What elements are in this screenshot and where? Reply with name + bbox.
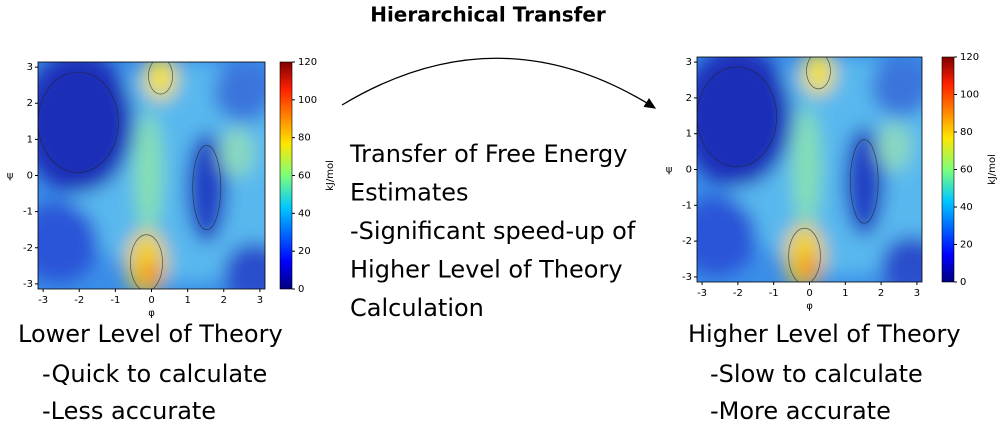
colorbar-tick-label: 100	[298, 95, 317, 106]
x-tick-label: 0	[148, 295, 154, 306]
colorbar-label: kJ/mol	[987, 154, 998, 185]
colorbar-tick-label: 120	[960, 52, 979, 63]
x-axis-label: φ	[148, 308, 155, 319]
colorbar-tick-label: 60	[298, 171, 311, 182]
x-tick-label: -3	[697, 288, 707, 299]
heatmap	[677, 47, 966, 296]
x-tick-label: 0	[806, 288, 812, 299]
x-tick-label: 1	[842, 288, 848, 299]
colorbar-tick-label: 120	[298, 57, 317, 68]
x-tick-label: 2	[221, 295, 227, 306]
colorbar-tick-label: 40	[298, 208, 311, 219]
y-tick-label: 1	[686, 129, 692, 140]
title: Hierarchical Transfer	[370, 3, 606, 27]
transfer-line: Calculation	[350, 294, 484, 322]
colorbar-tick-label: 100	[960, 90, 979, 101]
x-tick-label: -2	[74, 295, 84, 306]
caption-note: -Quick to calculate	[42, 360, 267, 388]
colorbar-tick-label: 60	[960, 165, 973, 176]
colorbar-tick-label: 20	[960, 240, 973, 251]
x-axis-label: φ	[806, 301, 813, 312]
x-tick-label: 3	[914, 288, 920, 299]
transfer-arrow	[341, 57, 657, 109]
y-tick-label: -3	[23, 279, 33, 290]
transfer-line: Transfer of Free Energy	[349, 140, 627, 168]
y-tick-label: 1	[27, 134, 33, 145]
x-tick-label: -2	[733, 288, 743, 299]
colorbar	[941, 56, 955, 283]
y-tick-label: 0	[27, 171, 33, 182]
y-tick-label: 3	[27, 62, 33, 73]
colorbar-label: kJ/mol	[325, 160, 336, 191]
y-tick-label: -3	[682, 272, 692, 283]
colorbar-tick-label: 80	[298, 133, 311, 144]
caption-note: -Less accurate	[42, 397, 216, 425]
colorbar-tick-label: 0	[960, 277, 966, 288]
caption-note: -Slow to calculate	[710, 360, 923, 388]
y-tick-label: -1	[23, 207, 33, 218]
x-tick-label: -1	[110, 295, 120, 306]
caption: Lower Level of Theory	[18, 320, 283, 348]
colorbar	[279, 61, 293, 290]
y-tick-label: -2	[682, 236, 692, 247]
caption-note: -More accurate	[710, 397, 891, 425]
transfer-line: Higher Level of Theory	[350, 256, 623, 284]
y-tick-label: 0	[686, 165, 692, 176]
x-tick-label: -3	[38, 295, 48, 306]
heatmap	[18, 52, 309, 303]
caption: Higher Level of Theory	[688, 320, 961, 348]
y-axis-label: ψ	[666, 165, 673, 176]
y-tick-label: 3	[686, 57, 692, 68]
y-tick-label: -1	[682, 200, 692, 211]
y-tick-label: 2	[686, 93, 692, 104]
transfer-line: Estimates	[350, 179, 469, 207]
x-tick-label: 2	[878, 288, 884, 299]
colorbar-tick-label: 0	[298, 284, 304, 295]
colorbar-tick-label: 20	[298, 246, 311, 257]
x-tick-label: 1	[184, 295, 190, 306]
transfer-line: -Significant speed-up of	[350, 217, 636, 245]
colorbar-tick-label: 40	[960, 202, 973, 213]
y-axis-label: ψ	[7, 171, 14, 182]
y-tick-label: -2	[23, 243, 33, 254]
x-tick-label: 3	[257, 295, 263, 306]
y-tick-label: 2	[27, 98, 33, 109]
x-tick-label: -1	[769, 288, 779, 299]
colorbar-tick-label: 80	[960, 127, 973, 138]
